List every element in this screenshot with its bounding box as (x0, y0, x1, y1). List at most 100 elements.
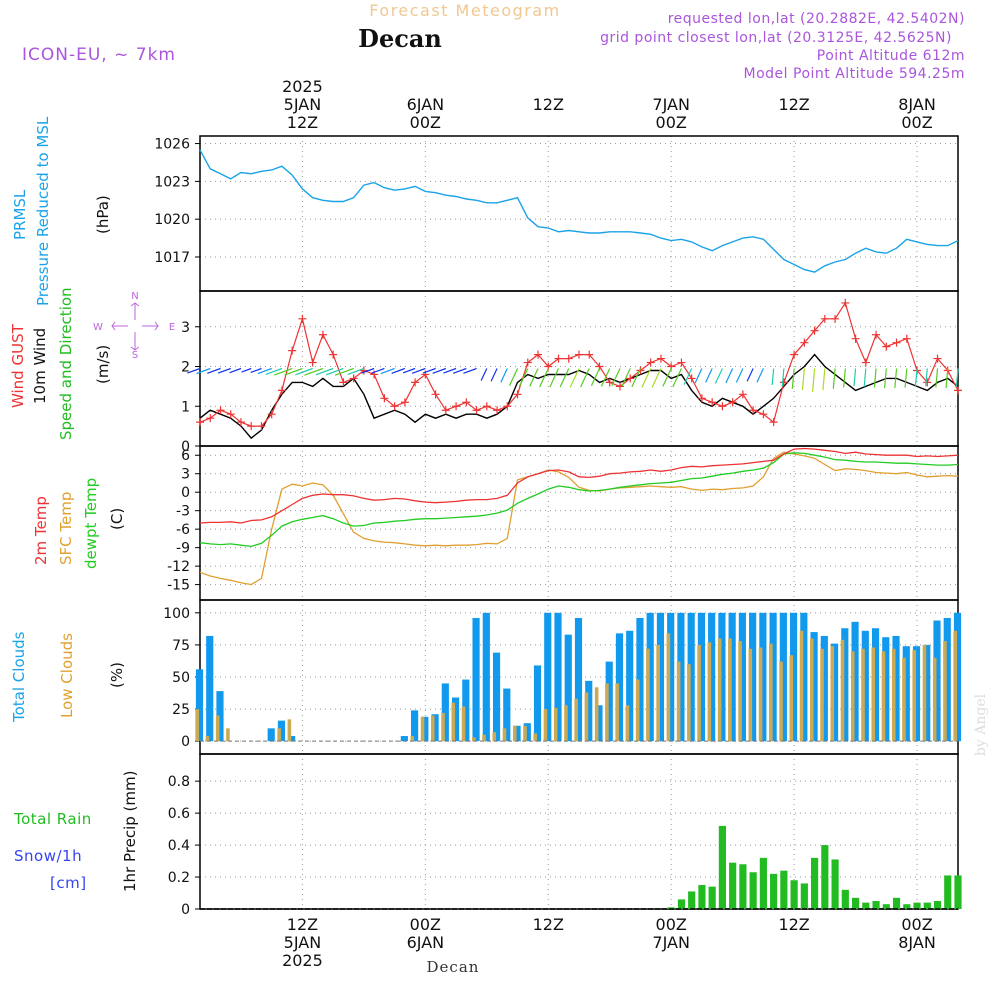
low-cloud-bar (943, 641, 947, 742)
total-cloud-bar (554, 612, 562, 742)
low-cloud-bar (205, 736, 210, 742)
wind-direction-arrow (914, 368, 918, 387)
total-cloud-bar (503, 688, 511, 742)
t2m-label: 2m Temp (32, 496, 50, 565)
gust-marker (749, 406, 758, 415)
wind-direction-arrow (580, 368, 590, 388)
wind-direction-arrow (791, 368, 795, 389)
wind-direction-arrow (257, 367, 272, 375)
y-tick-label: -3 (176, 504, 190, 520)
gust-marker (902, 334, 911, 343)
y-tick-label: 50 (172, 670, 190, 686)
wind-direction-arrow (955, 368, 959, 387)
wind-dir-label: Speed and Direction (57, 287, 75, 440)
wind-direction-arrow (391, 367, 406, 374)
top-axis-label: 6JAN (407, 95, 445, 114)
total-cloud-bar (206, 635, 214, 742)
y-tick-label: 0 (181, 734, 190, 750)
total-cloud-bar (451, 697, 460, 742)
low-cloud-bar (512, 725, 517, 742)
total-cloud-bar (851, 621, 859, 742)
low-cloud-bar (430, 715, 435, 742)
location-title: Decan (358, 24, 442, 53)
low-cloud-bar (492, 732, 497, 742)
gust-marker (851, 334, 860, 343)
total-cloud-bar (677, 612, 685, 742)
y-tick-label: 0.6 (168, 806, 190, 822)
model-point-altitude: Model Point Altitude 594.25m (744, 66, 965, 82)
total-cloud-bar (708, 612, 716, 742)
gust-marker (513, 390, 522, 399)
wind-10m-label: 10m Wind (31, 328, 49, 404)
compass-e: E (169, 322, 175, 333)
wind-10m-line (199, 353, 959, 440)
total-cloud-bar (626, 630, 634, 742)
wind-direction-arrow (694, 368, 703, 384)
gust-marker (482, 402, 491, 411)
precip-bar (923, 902, 931, 909)
precip-bar (718, 825, 726, 909)
total-cloud-bar (636, 617, 644, 742)
low-cloud-bar (881, 651, 886, 742)
gust-marker (605, 378, 614, 387)
low-cloud-bar (902, 657, 906, 742)
precip-bar (790, 880, 798, 909)
low-cloud-bar (820, 648, 824, 742)
gust-marker (390, 402, 399, 411)
precip-bar (688, 891, 696, 909)
low-cloud-bar (769, 643, 773, 742)
wind-direction-arrow (705, 368, 713, 383)
sfc-temp-line (199, 451, 959, 586)
gust-marker (318, 330, 327, 339)
gust-marker (359, 366, 368, 375)
low-cloud-bar (912, 650, 917, 742)
total-cloud-bar (697, 612, 705, 742)
gust-marker (697, 394, 706, 403)
gust-marker (329, 350, 338, 359)
gust-marker (380, 394, 389, 403)
low-cloud-bar (840, 639, 845, 742)
gust-marker (646, 358, 655, 367)
gust-marker (656, 354, 665, 363)
total-cloud-bar (902, 646, 910, 742)
low-cloud-bar (758, 647, 763, 742)
wind-direction-arrow (756, 368, 764, 383)
low-cloud-bar (697, 644, 701, 742)
wind-direction-arrow (925, 368, 928, 387)
total-cloud-bar (513, 725, 521, 742)
total-cloud-bar (912, 646, 921, 742)
low-cloud-bar (779, 661, 783, 742)
gust-marker (585, 350, 594, 359)
total-cloud-bar (216, 691, 224, 742)
total-cloud-bar (431, 714, 439, 742)
low-cloud-bar (502, 728, 507, 742)
bottom-axis-label: 6JAN (407, 933, 445, 952)
precip-bar (944, 875, 952, 909)
panel-frame (199, 135, 959, 292)
wind-direction-arrow (631, 368, 642, 388)
gust-marker (400, 398, 409, 407)
gust-marker (216, 406, 225, 415)
wind-unit: (m/s) (94, 345, 112, 384)
low-cloud-bar (809, 638, 814, 742)
low-cloud-bar (738, 641, 742, 742)
gust-marker (349, 374, 358, 383)
gust-marker (769, 418, 778, 427)
low-cloud-bar (277, 728, 281, 742)
wind-direction-arrow (518, 368, 529, 388)
wind-direction-arrow (569, 368, 580, 388)
precip-bar (698, 885, 706, 909)
wind-direction-arrow (935, 368, 939, 388)
y-tick-label: 0.2 (168, 870, 190, 886)
wind-direction-arrow (683, 368, 693, 385)
gust-marker (738, 390, 747, 399)
low-cloud-bar (789, 655, 794, 742)
wind-direction-arrow (600, 368, 611, 387)
total-cloud-bar (605, 661, 613, 742)
wind-direction-arrow (801, 368, 805, 391)
wind-direction-arrow (781, 368, 785, 387)
precip-bar (770, 873, 778, 909)
wind-direction-arrow (539, 368, 549, 388)
total-cloud-bar (585, 680, 593, 742)
